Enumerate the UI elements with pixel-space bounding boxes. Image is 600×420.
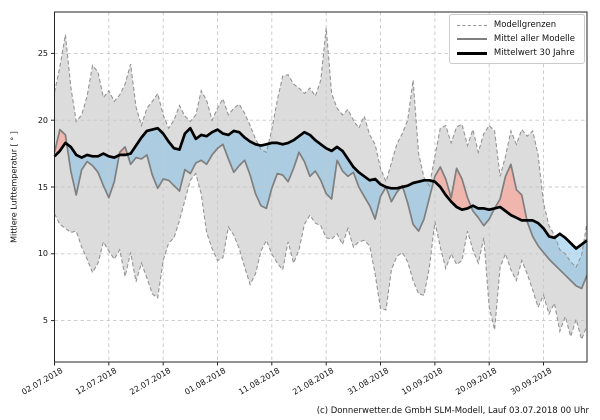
y-tick-label: 20 xyxy=(37,115,48,125)
copyright-caption: (c) Donnerwetter.de GmbH SLM-Modell, Lau… xyxy=(316,406,589,416)
legend-item-mittel-aller-modelle: Mittel aller Modelle xyxy=(456,34,575,44)
above-normal-fill xyxy=(494,164,527,221)
dashed-line-sample-icon xyxy=(456,24,487,26)
legend-label: Mittel aller Modelle xyxy=(493,34,575,44)
model-lower-bound-line xyxy=(54,172,588,342)
y-tick-label: 25 xyxy=(37,48,48,58)
model-mean-line xyxy=(53,128,588,290)
below-normal-fill xyxy=(402,180,434,232)
legend-item-modellgrenzen: Modellgrenzen xyxy=(456,20,575,30)
y-tick-label: 10 xyxy=(37,249,48,259)
model-range-band xyxy=(54,28,587,340)
model-upper-bound-line xyxy=(53,27,588,269)
axes-frame-layer xyxy=(51,11,588,366)
line-layer xyxy=(53,27,588,342)
legend-label: Mittelwert 30 Jahre xyxy=(493,48,575,58)
legend-box: Modellgrenzen Mittel aller Modelle Mitte… xyxy=(448,14,585,64)
fill-layer xyxy=(54,28,587,340)
black-line-sample-icon xyxy=(456,51,487,55)
legend-item-mittelwert-30-jahre: Mittelwert 30 Jahre xyxy=(456,48,575,58)
below-normal-fill xyxy=(527,220,587,289)
above-normal-fill xyxy=(54,129,67,157)
y-tick-label: 15 xyxy=(37,182,48,192)
climate-mean-line xyxy=(53,126,588,250)
gray-line-sample-icon xyxy=(456,38,487,40)
y-tick-label: 5 xyxy=(42,316,48,326)
above-normal-fill xyxy=(433,167,472,210)
legend-label: Modellgrenzen xyxy=(493,20,557,30)
